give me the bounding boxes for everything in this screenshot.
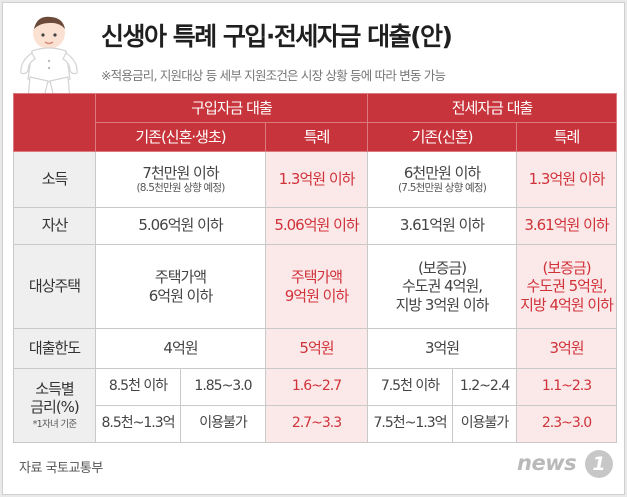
text-line: (보증금): [417, 259, 467, 278]
cell-rate1-purchase-band: 8.5천 이하: [95, 367, 181, 406]
text-line: 수도권 5억원,: [526, 277, 607, 296]
source-credit: 자료 국토교통부: [19, 461, 103, 476]
header-lease-special: 특례: [516, 121, 618, 152]
cell-rate2-lease-special: 2.3~3.0: [516, 404, 618, 444]
header-purchase-existing: 기존(신혼·생초): [95, 121, 266, 152]
row-label-income: 소득: [13, 150, 96, 208]
cell-income-purchase-existing: 7천만원 이하 (8.5천만원 상향 예정): [95, 150, 266, 208]
text-line: 지방 3억원 이하: [395, 295, 490, 314]
news1-logo: news 1: [517, 449, 615, 479]
row-label-limit: 대출한도: [13, 328, 96, 369]
cell-rate2-purchase-band: 8.5천~1.3억: [95, 404, 181, 444]
cell-housing-purchase-existing: 주택가액 6억원 이하: [95, 243, 266, 330]
loan-table: 구입자금 대출 전세자금 대출 기존(신혼·생초) 특례 기존(신혼) 특례 소…: [13, 93, 618, 444]
cell-rate2-lease-band: 7.5천~1.3억: [367, 404, 454, 444]
cell-asset-purchase-special: 5.06억원 이하: [264, 206, 369, 245]
header-purchase-special: 특례: [264, 121, 369, 152]
cell-rate1-lease-special: 1.1~2.3: [516, 367, 618, 406]
cell-rate1-purchase-rate: 1.85~3.0: [180, 367, 266, 406]
cell-limit-lease-existing: 3억원: [367, 328, 518, 369]
header-lease: 전세자금 대출: [367, 93, 618, 123]
table-row-rate-2: 8.5천~1.3억 이용불가 2.7~3.3 7.5천~1.3억 이용불가 2.…: [14, 404, 618, 444]
cell-rate2-lease-rate: 이용불가: [452, 404, 518, 444]
cell-rate1-purchase-special: 1.6~2.7: [264, 367, 369, 406]
cell-asset-purchase-existing: 5.06억원 이하: [95, 206, 266, 245]
cell-asset-lease-existing: 3.61억원 이하: [367, 206, 518, 245]
header-blank: [13, 93, 96, 152]
text-line: 지방 4억원 이하: [520, 295, 614, 314]
table-row-asset: 자산 5.06억원 이하 5.06억원 이하 3.61억원 이하 3.61억원 …: [13, 206, 618, 245]
cell-rate1-lease-band: 7.5천 이하: [367, 367, 454, 406]
cell-housing-lease-special: (보증금) 수도권 5억원, 지방 4억원 이하: [516, 243, 618, 330]
table-row-limit: 대출한도 4억원 5억원 3억원 3억원: [13, 328, 618, 369]
table-row-rate-1: 소득별 금리(%) *1자녀 기준 8.5천 이하 1.85~3.0 1.6~2…: [13, 367, 618, 444]
row-label-rate: 소득별 금리(%) *1자녀 기준: [13, 367, 96, 444]
footnote: ※적용금리, 지원대상 등 세부 지원조건은 시장 상황 등에 따라 변동 가능: [101, 68, 446, 83]
logo-mark: 1: [585, 450, 613, 478]
table-row-income: 소득 7천만원 이하 (8.5천만원 상향 예정) 1.3억원 이하 6천만원 …: [13, 150, 618, 208]
cell-limit-purchase-special: 5억원: [264, 328, 369, 369]
text-line: 주택가액: [290, 268, 343, 287]
cell-rate1-lease-rate: 1.2~2.4: [452, 367, 518, 406]
text-line: (보증금): [542, 259, 591, 278]
cell-income-purchase-existing-note: (8.5천만원 상향 예정): [136, 181, 226, 194]
table-row-housing: 대상주택 주택가액 6억원 이하 주택가액 9억원 이하 (보증금) 수도권 4…: [13, 243, 618, 330]
text-line: 소득별: [35, 379, 74, 398]
header-purchase: 구입자금 대출: [94, 93, 369, 123]
text-line: 수도권 4억원,: [401, 277, 483, 296]
cell-income-purchase-existing-value: 7천만원 이하: [142, 163, 219, 182]
cell-income-lease-existing-value: 6천만원 이하: [403, 163, 481, 182]
text-line: 주택가액: [154, 268, 207, 287]
page-title: 신생아 특례 구입·전세자금 대출(안): [101, 22, 453, 51]
text-line: 9억원 이하: [284, 286, 350, 305]
cell-income-lease-existing-note: (7.5천만원 상향 예정): [398, 181, 487, 194]
cell-income-lease-special: 1.3억원 이하: [516, 150, 618, 208]
cell-income-lease-existing: 6천만원 이하 (7.5천만원 상향 예정): [367, 150, 518, 208]
rate-note: *1자녀 기준: [32, 419, 78, 431]
text-line: 금리(%): [30, 398, 80, 417]
cell-limit-purchase-existing: 4억원: [95, 328, 266, 369]
header-lease-existing: 기존(신혼): [367, 121, 518, 152]
cell-housing-purchase-special: 주택가액 9억원 이하: [264, 243, 369, 330]
row-label-asset: 자산: [13, 206, 96, 245]
cell-income-purchase-special: 1.3억원 이하: [264, 150, 369, 208]
cell-asset-lease-special: 3.61억원 이하: [516, 206, 618, 245]
cell-rate2-purchase-rate: 이용불가: [180, 404, 266, 444]
logo-text: news: [517, 451, 577, 475]
row-label-housing: 대상주택: [13, 243, 96, 330]
cell-rate2-purchase-special: 2.7~3.3: [264, 404, 369, 444]
cell-housing-lease-existing: (보증금) 수도권 4억원, 지방 3억원 이하: [367, 243, 518, 330]
text-line: 6억원 이하: [148, 286, 214, 305]
cell-limit-lease-special: 3억원: [516, 328, 618, 369]
